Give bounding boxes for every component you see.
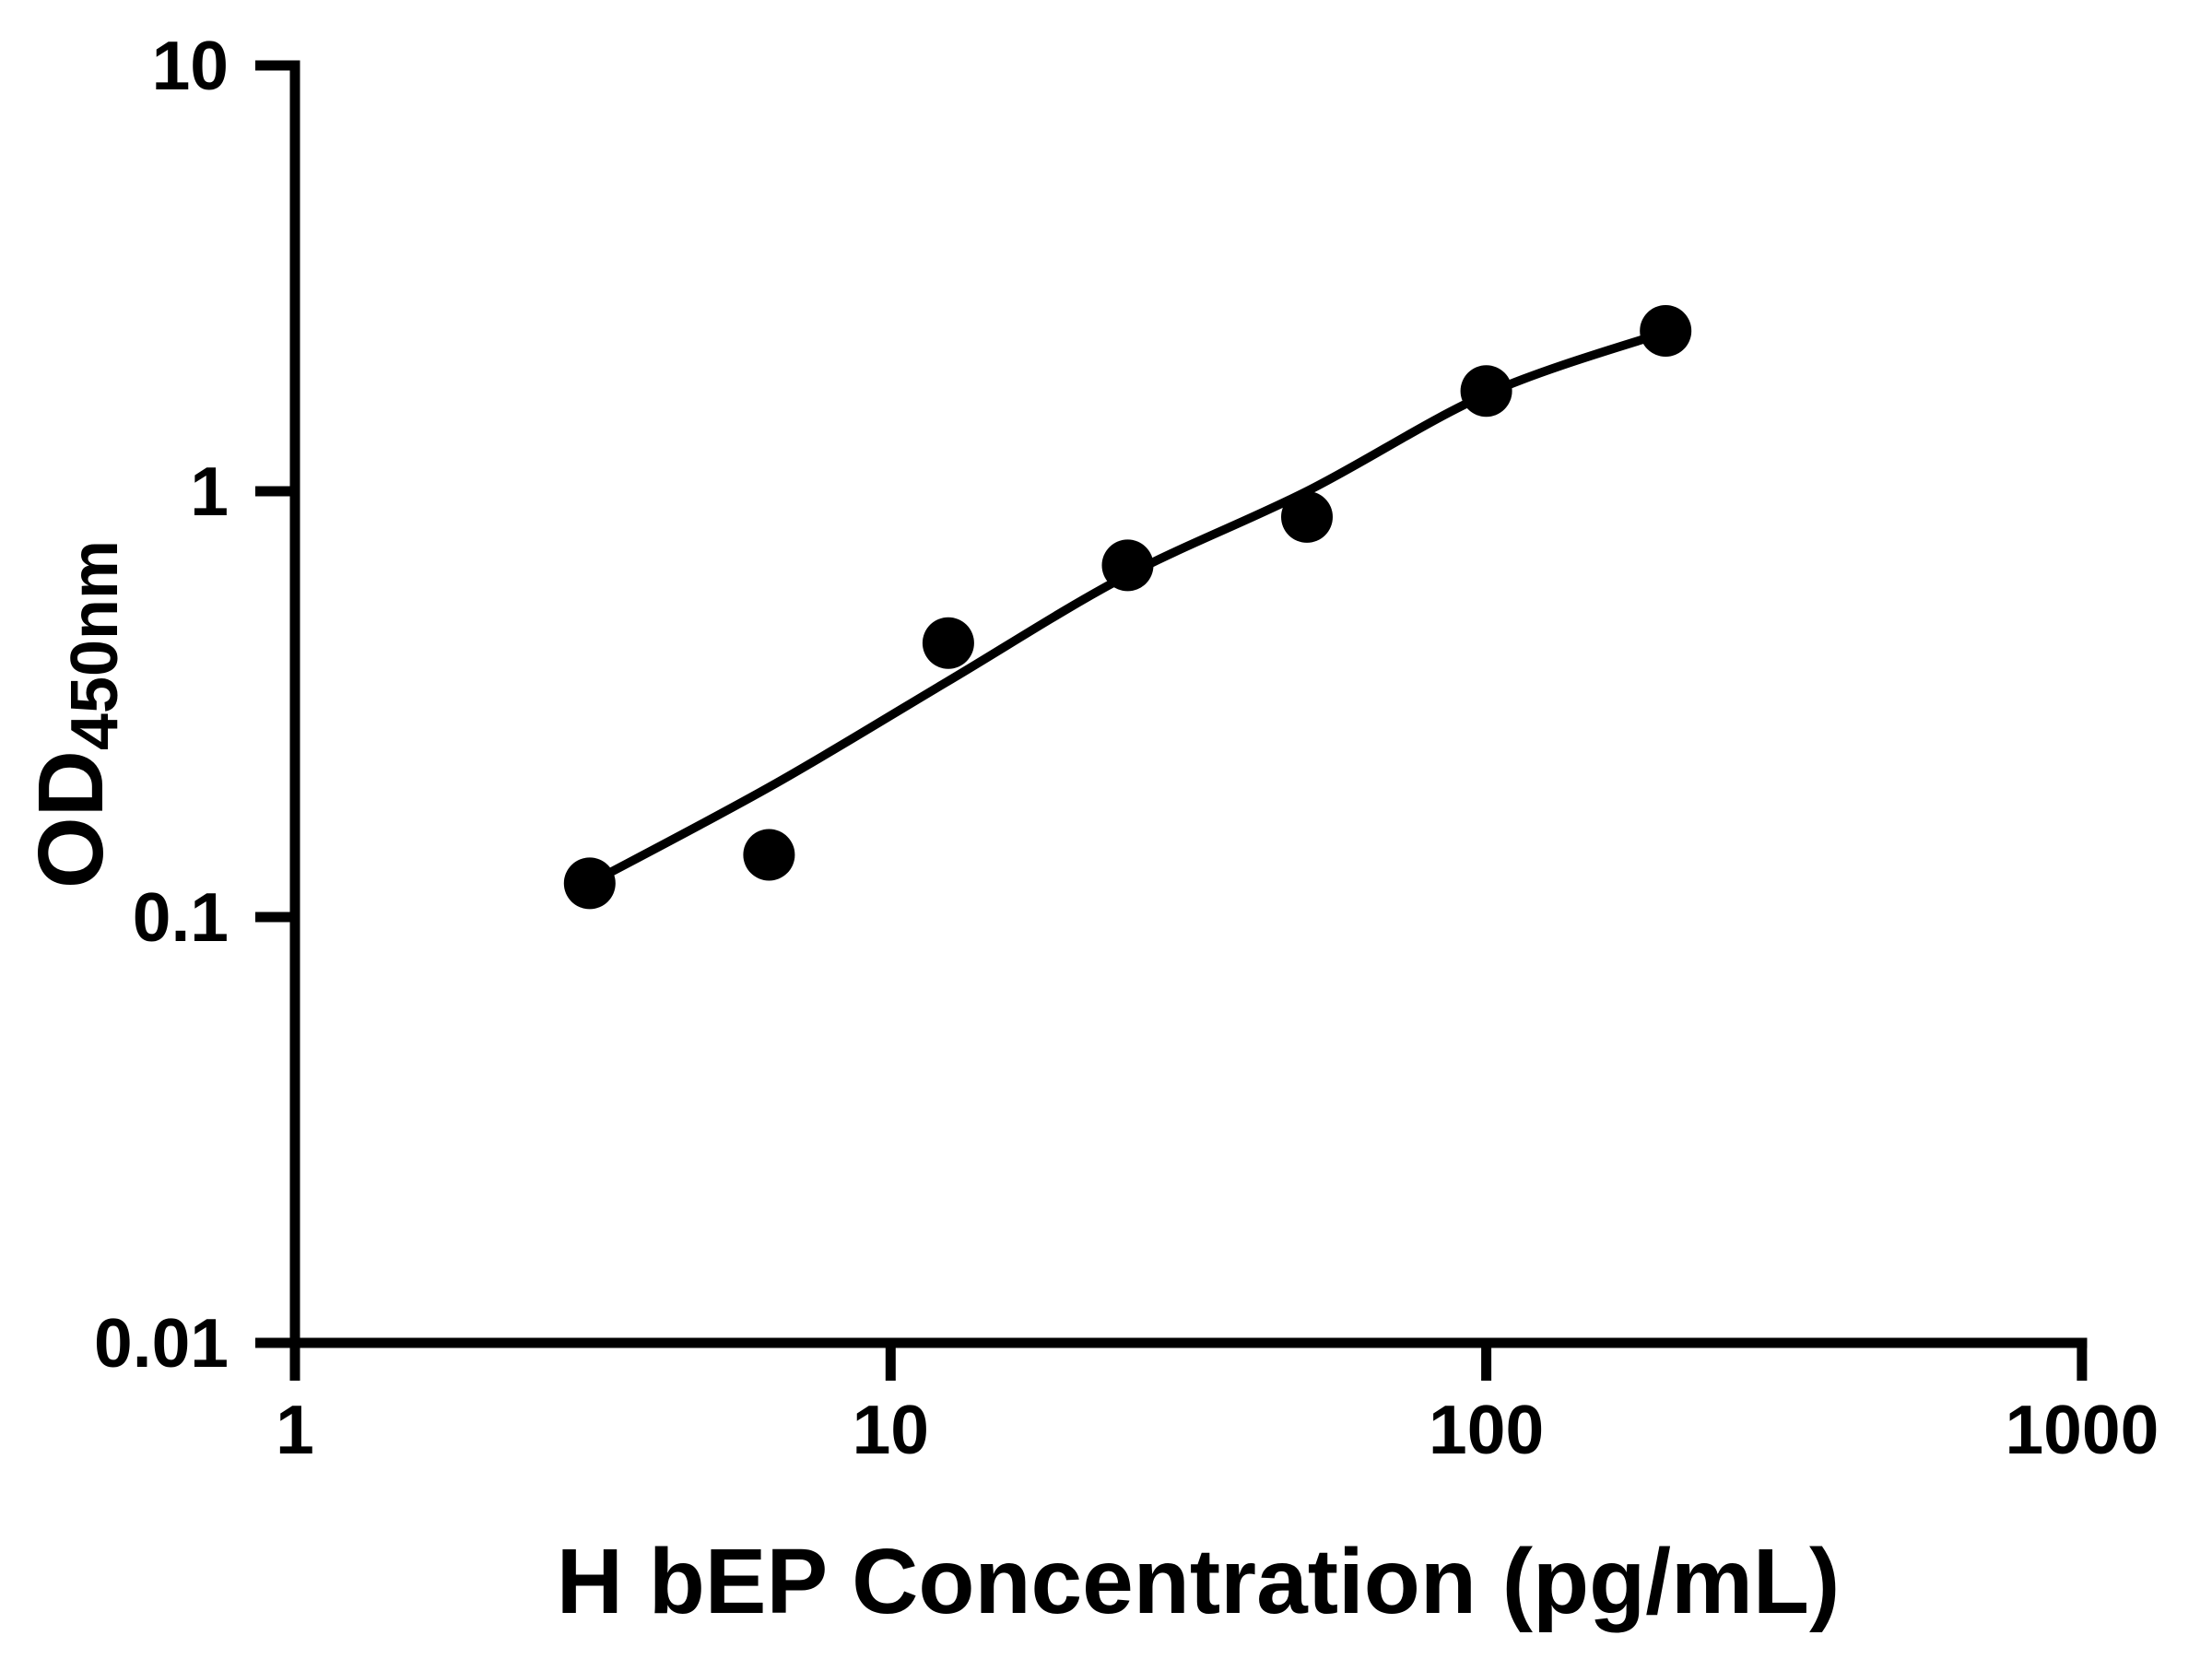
x-tick-label-1000: 1000 (2005, 1391, 2159, 1468)
data-point (743, 829, 795, 881)
data-points (563, 305, 1692, 910)
y-axis-title-subscript: 450nm (58, 539, 132, 751)
y-tick-label-1: 1 (190, 453, 229, 530)
data-point (1460, 365, 1512, 418)
x-tick-label-100: 100 (1429, 1391, 1545, 1468)
x-tick-label-1: 1 (276, 1391, 314, 1468)
y-tick-label-0.01: 0.01 (94, 1304, 229, 1382)
data-point (1640, 305, 1692, 357)
fit-curve (587, 326, 1671, 888)
y-tick-label-10: 10 (151, 27, 229, 104)
axes (255, 60, 2088, 1381)
x-axis-title: H bEP Concentration (pg/mL) (556, 1529, 1841, 1633)
data-point (563, 857, 616, 910)
fit-curve-path (587, 326, 1671, 888)
data-point (1101, 539, 1154, 592)
data-point (922, 617, 974, 669)
x-tick-label-10: 10 (852, 1391, 930, 1468)
y-axis-title-main: OD (18, 750, 123, 889)
data-point (1281, 490, 1333, 543)
y-axis-title: OD 450nm (0, 438, 145, 991)
y-tick-label-0.1: 0.1 (132, 878, 229, 956)
